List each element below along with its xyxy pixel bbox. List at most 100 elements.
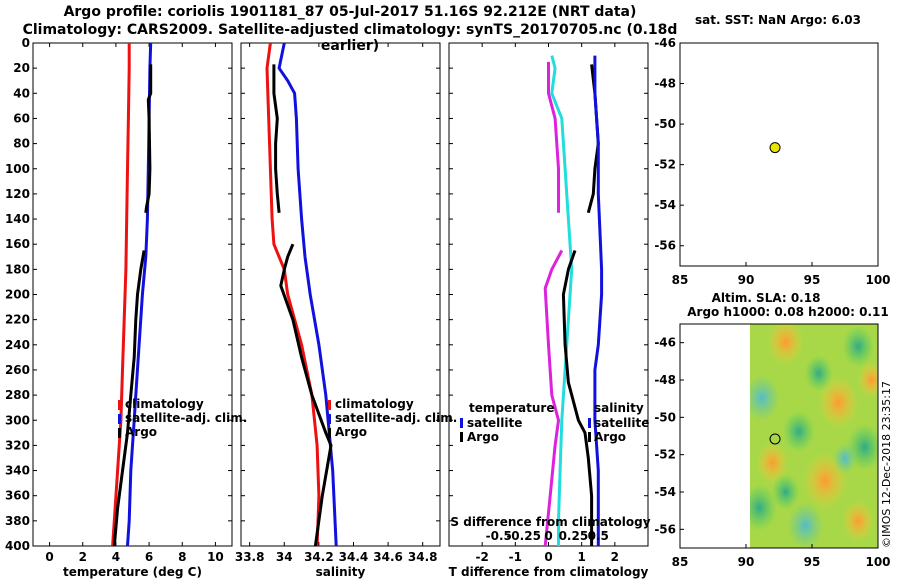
series-line-argo <box>112 250 146 547</box>
top-tick-label: 0 <box>544 529 552 543</box>
legend-label: Argo <box>467 430 499 444</box>
plot-frame <box>240 42 441 547</box>
side-label: ©IMOS 12-Dec-2018 23:35:17 <box>880 381 893 548</box>
y-tick-label: 40 <box>13 86 30 100</box>
x-tick-label: 95 <box>804 273 821 287</box>
x-tick-label: -1 <box>509 550 522 564</box>
legend-label: satellite <box>594 416 649 430</box>
legend-swatch <box>328 428 331 438</box>
figure-title-line2: Climatology: CARS2009. Satellite-adjuste… <box>22 22 678 54</box>
x-axis-label: temperature (deg C) <box>63 565 202 579</box>
y-tick-label: -54 <box>654 198 676 212</box>
heatmap-cell <box>833 442 857 474</box>
heatmap-cell <box>756 442 789 484</box>
legend-label: satellite <box>467 416 522 430</box>
x-tick-label: 10 <box>207 550 224 564</box>
x-tick-label: 33.8 <box>235 550 265 564</box>
sla-map-title-line2: Argo h1000: 0.08 h2000: 0.11 <box>687 305 888 319</box>
x-tick-label: 0 <box>45 550 53 564</box>
x-tick-label: 34.6 <box>373 550 403 564</box>
panel-salinity: 33.8 34 34.2 34.4 34.6 34.8 salinity climatolog… <box>235 42 457 579</box>
y-tick-label: 60 <box>13 111 30 125</box>
y-tick-label: -56 <box>654 522 676 536</box>
heatmap-cell <box>782 410 815 453</box>
series-line-t-satellite <box>550 55 574 546</box>
y-tick-label: 200 <box>5 288 30 302</box>
y-tick-label: -50 <box>654 117 676 131</box>
figure-title-line1: Argo profile: coriolis 1901181_87 05-Jul… <box>63 4 637 20</box>
plot-frame <box>32 42 233 547</box>
y-tick-label: 300 <box>5 413 30 427</box>
x-tick-label: 8 <box>178 550 186 564</box>
y-tick-label: 240 <box>5 338 30 352</box>
legend-swatch <box>588 418 591 428</box>
y-tick-label: -52 <box>654 158 676 172</box>
legend-title-salinity: salinity <box>594 401 644 415</box>
x-tick-label: 100 <box>865 273 890 287</box>
x-axis-label: T difference from climatology <box>449 565 649 579</box>
top-tick-label: 0.5 <box>588 529 609 543</box>
y-tick-label: 140 <box>5 212 30 226</box>
series-line-satellite-adj-clim- <box>277 42 338 547</box>
heatmap-cell <box>767 324 804 366</box>
y-tick-label: 80 <box>13 137 30 151</box>
y-tick-label: 160 <box>5 237 30 251</box>
panel-temperature: 0204060801001201401601802002202402602803… <box>5 36 247 579</box>
series-line-s-argo <box>593 55 604 546</box>
heatmap-cell <box>771 473 800 511</box>
legend-swatch <box>118 400 121 410</box>
heatmap-cell <box>842 500 875 542</box>
y-tick-label: 360 <box>5 489 30 503</box>
legend-label: Argo <box>594 430 626 444</box>
y-tick-label: 0 <box>22 36 30 50</box>
y-tick-label: 220 <box>5 313 30 327</box>
plot-frame <box>448 42 649 547</box>
heatmap-cell <box>787 502 824 548</box>
x-tick-label: 34.4 <box>339 550 369 564</box>
series-line-argo <box>279 243 333 547</box>
sla-map-title-line1: Altim. SLA: 0.18 <box>712 291 821 305</box>
argo-position-marker <box>769 142 781 154</box>
y-tick-label: -54 <box>654 485 676 499</box>
legend-swatch <box>118 414 121 424</box>
y-tick-label: -56 <box>654 239 676 253</box>
legend-label: climatology <box>335 397 414 411</box>
sla-heatmap <box>750 324 878 548</box>
top-tick-label: 0.25 <box>559 529 589 543</box>
x-tick-label: 95 <box>804 555 821 569</box>
heatmap-cell <box>750 374 780 422</box>
series-line-t-argo <box>561 250 594 546</box>
heatmap-cell <box>804 355 833 392</box>
y-tick-label: 20 <box>13 61 30 75</box>
argo-position-marker <box>769 433 781 445</box>
legend-label: climatology <box>125 397 204 411</box>
sst-map-title: sat. SST: NaN Argo: 6.03 <box>695 13 861 27</box>
x-tick-label: 34.2 <box>304 550 334 564</box>
series-line-argo <box>144 64 153 213</box>
legend-swatch <box>118 428 121 438</box>
series-line-s-satellite <box>547 61 560 213</box>
x-tick-label: 1 <box>577 550 585 564</box>
y-tick-label: 260 <box>5 363 30 377</box>
y-tick-label: -52 <box>654 448 676 462</box>
x-tick-label: 85 <box>672 555 689 569</box>
legend-swatch <box>460 418 463 428</box>
legend-label: satellite-adj. clim. <box>125 411 247 425</box>
y-tick-label: 280 <box>5 388 30 402</box>
x-tick-label: 2 <box>611 550 619 564</box>
series-line-climatology <box>111 43 131 547</box>
legend-swatch <box>328 414 331 424</box>
y-tick-label: -48 <box>654 77 676 91</box>
top-tick-label: -0.25 <box>506 529 541 543</box>
y-tick-label: -48 <box>654 373 676 387</box>
series-line-satellite-adj-clim- <box>126 42 153 547</box>
x-tick-label: 100 <box>865 555 890 569</box>
x-tick-label: 34.8 <box>408 550 438 564</box>
y-tick-label: 100 <box>5 162 30 176</box>
x-tick-label: 2 <box>79 550 87 564</box>
y-tick-label: 120 <box>5 187 30 201</box>
x-tick-label: 90 <box>738 273 755 287</box>
legend-swatch <box>588 432 591 442</box>
x-tick-label: 4 <box>112 550 120 564</box>
heatmap-cell <box>842 325 875 368</box>
